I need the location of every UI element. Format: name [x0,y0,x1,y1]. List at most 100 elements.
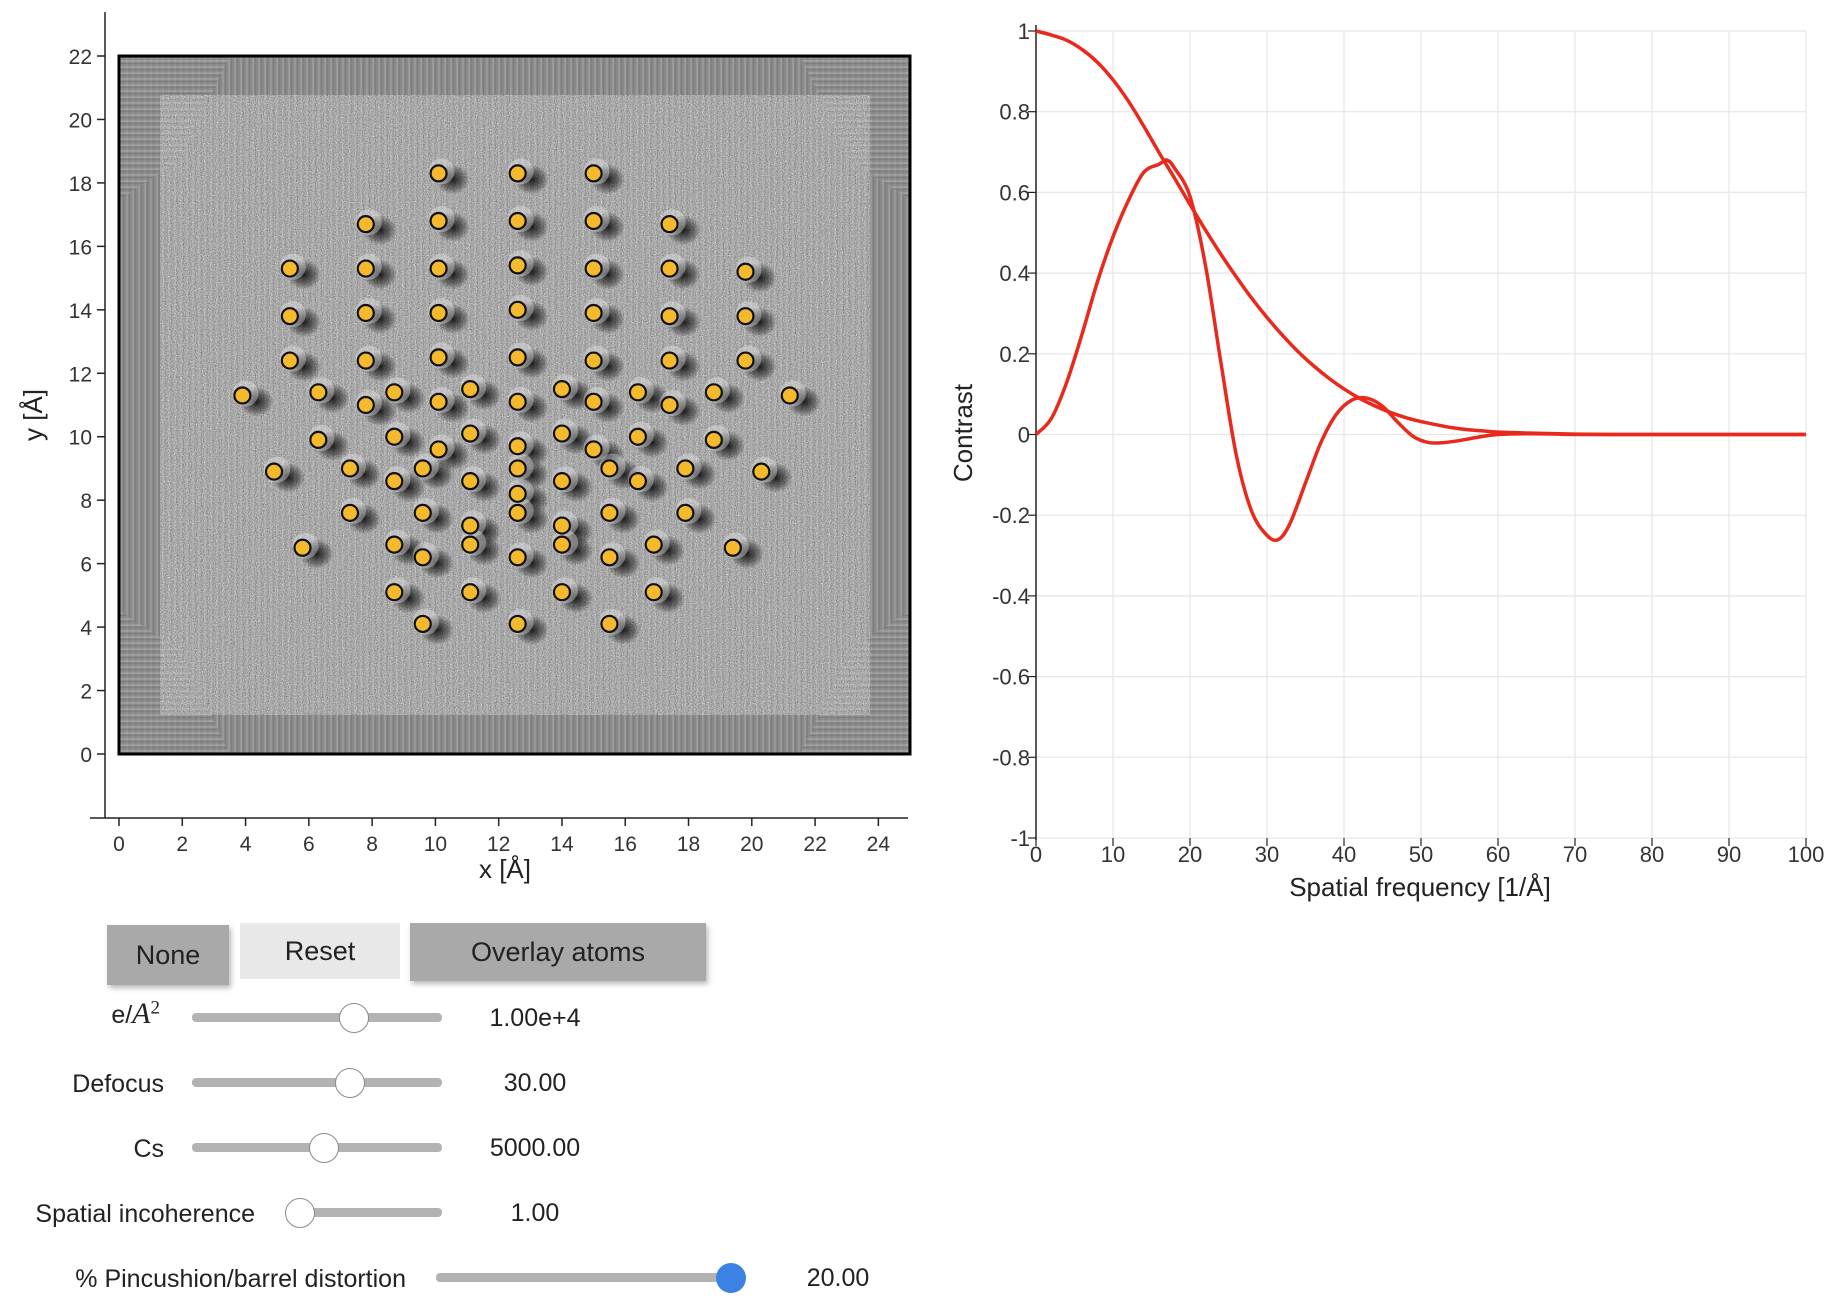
y-ticks: 1 0.8 0.6 0.4 0.2 0 -0.2 -0.4 -0.6 -0.8 -1 [992,19,1036,851]
distortion-slider-track[interactable] [436,1273,746,1282]
defocus-value: 30.00 [503,1069,567,1097]
atom-marker [385,383,404,402]
x-tick-label: 20 [740,833,763,856]
atom-marker [309,383,328,402]
atom-marker [280,259,299,278]
slider-label-cs: Cs [133,1135,164,1163]
y-tick-label: 2 [80,681,92,704]
atom-marker [508,503,527,522]
atom-marker [356,395,375,415]
reset-button[interactable]: Reset [240,923,400,979]
atom-marker [429,211,448,231]
none-button[interactable]: None [107,925,229,985]
spatial-incoherence-value: 1.00 [510,1199,560,1227]
y-tick-label: 20 [69,109,92,132]
atom-marker [264,462,284,481]
atom-marker [508,392,527,411]
atom-marker [600,614,619,634]
defocus-slider-track[interactable] [192,1078,442,1087]
x-tick-label: 24 [867,833,891,856]
defocus-slider-handle[interactable] [335,1068,365,1098]
atom-marker [660,215,679,234]
atom-marker [385,535,404,554]
distortion-value: 20.00 [806,1264,870,1292]
y-tick-label: 18 [69,173,92,196]
atom-overlay [233,164,799,634]
dose-slider-handle[interactable] [339,1003,370,1033]
y-tick-label: 0.2 [999,342,1030,367]
x-tick-label: 20 [1178,842,1202,867]
atom-marker [660,259,679,278]
atom-marker [385,427,404,446]
atom-marker [461,380,480,399]
x-tick-label: 30 [1255,842,1279,867]
spatial-incoherence-slider-handle[interactable] [285,1198,315,1228]
dose-slider-track[interactable] [192,1013,442,1022]
atom-marker [584,164,603,183]
atom-marker [340,459,360,478]
atom-marker [644,535,663,554]
atom-marker [704,430,723,449]
x-tick-label: 10 [1101,842,1125,867]
dose-value: 1.00e+4 [489,1004,581,1032]
y-tick-label: 4 [80,617,92,640]
atom-marker [552,535,572,554]
atom-marker [461,583,480,602]
atom-marker [584,392,603,411]
y-tick-label: 1 [1018,19,1030,44]
atom-marker [628,383,647,402]
atom-marker [429,440,448,459]
x-tick-label: 8 [366,833,378,856]
atom-marker [280,351,299,370]
y-tick-label: 14 [69,300,93,323]
x-tick-label: 70 [1563,842,1587,867]
atom-marker [461,424,480,443]
x-tick-label: 80 [1640,842,1664,867]
y-tick-label: 12 [69,363,92,386]
atom-marker [356,215,375,234]
y-tick-label: 0 [80,744,92,767]
atom-marker [676,503,695,522]
x-tick-label: 2 [176,833,188,856]
x-ticks: 0 10 20 30 40 50 60 70 80 90 100 [1030,838,1824,867]
y-axis-label: y [Å] [18,389,48,441]
atom-marker [584,211,603,231]
x-tick-label: 18 [677,833,700,856]
y-axis-label: Contrast [948,383,978,482]
overlay-atoms-button[interactable]: Overlay atoms [410,923,706,981]
atom-marker [293,538,312,557]
y-tick-label: -0.8 [992,745,1030,770]
atom-marker [660,351,679,370]
slider-label-distortion: % Pincushion/barrel distortion [75,1265,406,1293]
atom-marker [628,472,647,491]
atom-marker [584,351,603,370]
atom-marker [309,430,328,449]
atom-marker [600,459,619,478]
atom-marker [413,459,432,478]
atom-marker [644,583,663,602]
atom-marker [356,259,375,278]
cs-slider-handle[interactable] [308,1133,339,1163]
atom-marker [280,307,299,326]
atom-marker [508,614,527,634]
atom-marker [736,307,755,326]
atom-marker [508,484,527,503]
atom-marker [508,437,527,456]
atom-marker [600,503,619,522]
x-tick-label: 14 [550,833,574,856]
y-ticks: 0 2 4 6 8 10 12 14 16 18 20 22 [69,46,105,767]
spatial-incoherence-slider-track[interactable] [285,1208,442,1217]
x-tick-label: 90 [1717,842,1741,867]
atom-marker [780,386,799,405]
distortion-slider-handle[interactable] [716,1263,746,1293]
x-tick-label: 60 [1486,842,1510,867]
atom-marker [723,538,742,557]
atom-marker [704,383,723,402]
y-tick-label: -1 [1010,826,1030,851]
micrograph-plot: 0 2 4 6 8 10 12 14 16 18 20 22 24 024681012141618202… [18,12,912,884]
y-tick-label: 0 [1018,423,1030,448]
y-tick-label: -0.6 [992,665,1030,690]
atom-marker [508,459,527,478]
atom-marker [429,348,448,367]
